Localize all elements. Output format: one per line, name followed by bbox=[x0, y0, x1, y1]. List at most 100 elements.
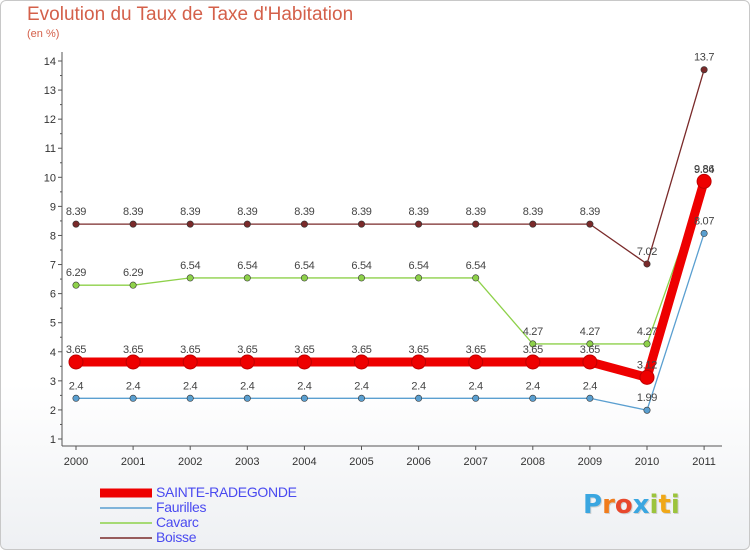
data-point bbox=[243, 394, 251, 402]
data-point bbox=[72, 281, 80, 289]
y-tick-label: 7 bbox=[50, 260, 56, 272]
data-label: 4.27 bbox=[580, 326, 600, 338]
data-point bbox=[72, 394, 80, 402]
data-label: 8.39 bbox=[294, 206, 314, 218]
data-point bbox=[125, 354, 141, 370]
data-point bbox=[700, 229, 708, 237]
x-tick-label: 2002 bbox=[178, 456, 202, 468]
x-tick-label: 2008 bbox=[521, 456, 545, 468]
data-point bbox=[357, 220, 365, 228]
logo-letter: x bbox=[632, 490, 650, 520]
x-tick-label: 2007 bbox=[463, 456, 487, 468]
y-tick-label: 4 bbox=[50, 347, 56, 359]
data-point bbox=[472, 220, 480, 228]
data-point bbox=[468, 354, 484, 370]
data-label: 8.39 bbox=[237, 206, 257, 218]
data-label: 2.4 bbox=[240, 380, 255, 392]
data-label: 3.65 bbox=[523, 344, 543, 356]
data-point bbox=[72, 220, 80, 228]
data-point bbox=[300, 274, 308, 282]
data-label: 3.65 bbox=[123, 344, 143, 356]
data-label: 2.4 bbox=[526, 380, 541, 392]
data-point bbox=[182, 354, 198, 370]
legend-label: SAINTE-RADEGONDE bbox=[156, 484, 297, 500]
series-line bbox=[71, 176, 709, 382]
logo-letter: i bbox=[649, 490, 659, 520]
data-point bbox=[186, 274, 194, 282]
data-point bbox=[643, 260, 651, 268]
data-label: 3.65 bbox=[66, 344, 86, 356]
y-tick-label: 3 bbox=[50, 376, 56, 388]
data-label: 13.7 bbox=[694, 52, 714, 64]
data-label: 3.65 bbox=[294, 344, 314, 356]
data-label: 6.54 bbox=[180, 260, 200, 272]
y-tick-label: 14 bbox=[44, 56, 56, 68]
data-label: 3.65 bbox=[580, 344, 600, 356]
data-label: 2.4 bbox=[297, 380, 312, 392]
data-point bbox=[582, 354, 598, 370]
x-tick-label: 2005 bbox=[349, 456, 373, 468]
data-point bbox=[415, 274, 423, 282]
logo-letter: r bbox=[602, 490, 615, 520]
data-point bbox=[186, 394, 194, 402]
data-point bbox=[129, 220, 137, 228]
logo-letter: P bbox=[583, 490, 603, 520]
data-point bbox=[586, 220, 594, 228]
data-point bbox=[586, 340, 594, 348]
data-label: 8.39 bbox=[523, 206, 543, 218]
data-point bbox=[129, 394, 137, 402]
data-label: 8.39 bbox=[408, 206, 428, 218]
data-point bbox=[186, 220, 194, 228]
data-label: 3.65 bbox=[466, 344, 486, 356]
data-label: 8.39 bbox=[123, 206, 143, 218]
data-label: 3.65 bbox=[237, 344, 257, 356]
y-tick-label: 1 bbox=[50, 434, 56, 446]
data-point bbox=[129, 281, 137, 289]
data-point bbox=[354, 354, 369, 370]
y-tick-label: 9 bbox=[50, 201, 56, 213]
x-tick-label: 2000 bbox=[64, 456, 88, 468]
data-label: 3.65 bbox=[351, 344, 371, 356]
legend-label: Cavarc bbox=[156, 514, 199, 530]
data-point bbox=[357, 394, 365, 402]
x-tick-label: 2006 bbox=[406, 456, 430, 468]
data-label: 7.02 bbox=[637, 246, 657, 258]
data-label: 2.4 bbox=[126, 380, 141, 392]
y-tick-label: 13 bbox=[44, 85, 56, 97]
data-label: 6.54 bbox=[351, 260, 371, 272]
logo-letter: i bbox=[670, 490, 680, 520]
data-label: 4.27 bbox=[637, 326, 657, 338]
data-label: 8.39 bbox=[66, 206, 86, 218]
data-label: 3.12 bbox=[637, 359, 657, 371]
x-tick-label: 2010 bbox=[635, 456, 659, 468]
data-label: 6.29 bbox=[123, 267, 143, 279]
legend-label: Faurilles bbox=[156, 499, 207, 515]
data-label: 8.39 bbox=[180, 206, 200, 218]
data-point bbox=[472, 274, 480, 282]
series-line bbox=[75, 181, 705, 345]
y-tick-label: 2 bbox=[50, 405, 56, 417]
data-point bbox=[415, 394, 423, 402]
series-line bbox=[75, 232, 705, 411]
y-tick-label: 11 bbox=[45, 143, 56, 155]
data-point bbox=[696, 173, 712, 189]
data-label: 2.4 bbox=[411, 380, 426, 392]
y-tick-label: 8 bbox=[50, 230, 56, 242]
data-label: 2.4 bbox=[583, 380, 598, 392]
chart-subtitle: (en %) bbox=[27, 28, 60, 40]
data-label: 8.39 bbox=[580, 206, 600, 218]
data-point bbox=[68, 354, 84, 370]
proxiti-logo: Proxiti bbox=[583, 490, 680, 520]
data-point bbox=[529, 340, 537, 348]
data-point bbox=[639, 369, 655, 385]
logo-letter: o bbox=[614, 490, 633, 520]
y-tick-label: 12 bbox=[44, 114, 56, 126]
chart-title: Evolution du Taux de Taxe d'Habitation bbox=[27, 4, 354, 25]
data-label: 1.99 bbox=[637, 392, 657, 404]
y-tick-label: 5 bbox=[50, 318, 56, 330]
data-label: 2.4 bbox=[69, 380, 84, 392]
y-tick-label: 6 bbox=[50, 289, 56, 301]
data-point bbox=[411, 354, 427, 370]
